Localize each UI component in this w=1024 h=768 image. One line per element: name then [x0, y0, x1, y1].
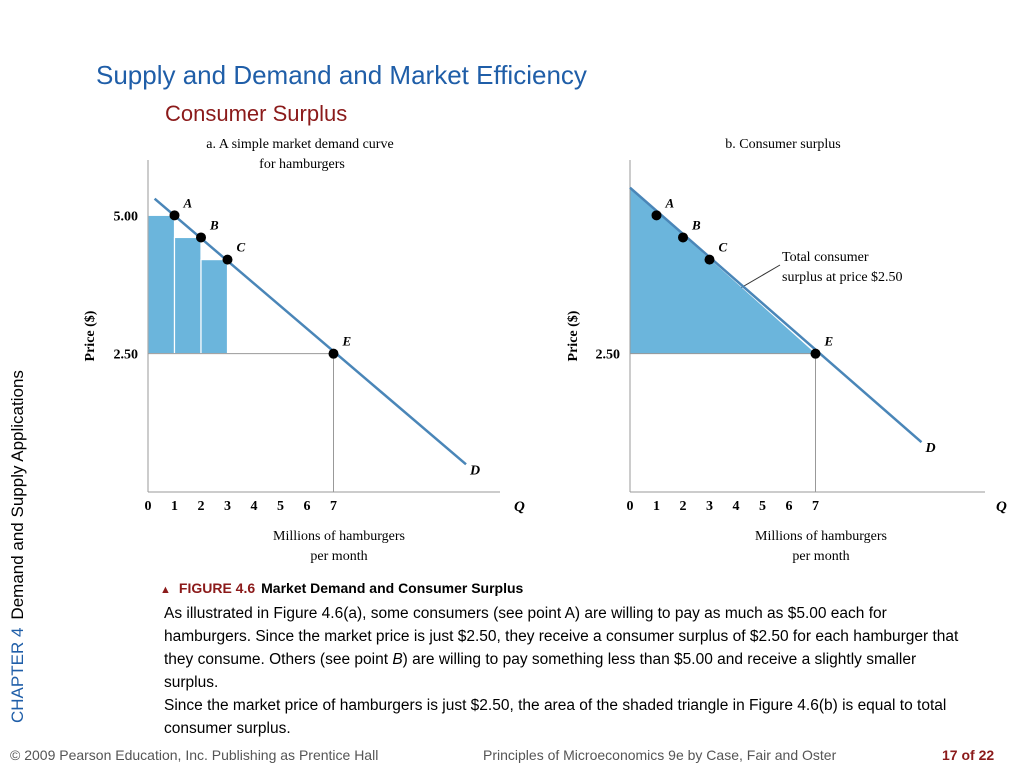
chart-a-x-tick-label: 4 — [251, 499, 258, 514]
chart-a-point-b — [196, 232, 206, 243]
chart-b-x-tick-label: 3 — [706, 499, 713, 514]
chart-b-point-label-a: A — [665, 195, 675, 210]
chart-a-x-tick-label: 3 — [224, 499, 231, 514]
chart-a-x-tick-label: 0 — [145, 499, 152, 514]
caption-p1-part-b: ) are willing to pay something less than… — [164, 651, 917, 691]
chart-b: b. Consumer surplus Millions of hamburge… — [566, 137, 1007, 564]
chart-b-ylabel: Price ($) — [566, 310, 581, 361]
chart-a-ylabel: Price ($) — [83, 310, 98, 361]
chart-a-y-tick-label: 2.50 — [114, 348, 139, 363]
chart-b-point-e — [810, 348, 821, 359]
triangle-icon: ▲ — [160, 584, 171, 596]
chart-b-annotation-line1: Total consumer — [782, 250, 869, 265]
chart-b-xlabel-line1: Millions of hamburgers — [755, 529, 887, 544]
chart-b-demand-curve — [629, 186, 923, 444]
footer: © 2009 Pearson Education, Inc. Publishin… — [0, 744, 1024, 768]
figure-number: FIGURE 4.6 — [178, 580, 256, 596]
chart-b-demand-label: D — [925, 441, 936, 456]
chart-a-plot: D A B C E 0 1 2 3 4 5 6 7 5.00 2.50 — [114, 160, 500, 514]
chart-a-xlabel-line2: per month — [310, 549, 367, 564]
chart-b-x-tick-label: 5 — [759, 499, 766, 514]
caption-heading: ▲ FIGURE 4.6 Market Demand and Consumer Su… — [160, 577, 970, 602]
chart-a-x-tick-label: 7 — [330, 499, 337, 514]
chart-a: a. A simple market demand curve for hamb… — [83, 137, 525, 564]
chart-b-point-c — [704, 254, 715, 265]
chart-b-y-tick-label: 2.50 — [596, 348, 621, 363]
chart-a-point-label-a: A — [183, 195, 193, 210]
chart-a-surplus-bar — [200, 259, 229, 355]
chart-b-x-tick-label: 6 — [786, 499, 793, 514]
chart-b-point-label-c: C — [719, 240, 728, 255]
caption-p1-part-a: As illustrated in Figure 4.6(a), some co… — [164, 605, 959, 668]
caption-paragraph-2: Since the market price of hamburgers is … — [164, 697, 947, 737]
chart-a-x-tick-label: 1 — [171, 499, 178, 514]
chart-b-point-a — [651, 210, 662, 221]
chart-a-point-e — [328, 348, 339, 359]
chart-b-xlabel-line2: per month — [792, 549, 849, 564]
figure-title: Market Demand and Consumer Surplus — [261, 580, 524, 596]
chart-b-x-tick-label: 1 — [653, 499, 660, 514]
chart-a-point-label-c: C — [237, 240, 246, 255]
chart-b-x-tick-label: 7 — [812, 499, 819, 514]
chart-b-x-tick-label: 2 — [680, 499, 687, 514]
chart-a-q-symbol: Q — [514, 499, 525, 515]
slide-subtitle: Consumer Surplus — [165, 101, 348, 126]
chart-b-q-symbol: Q — [996, 499, 1007, 515]
chart-b-point-label-b: B — [691, 217, 701, 232]
chapter-number: CHAPTER 4 — [8, 627, 27, 723]
figure-caption: ▲ FIGURE 4.6 Market Demand and Consumer Su… — [160, 577, 970, 740]
chart-a-x-tick-label: 5 — [277, 499, 284, 514]
caption-p1-emphasis: B — [392, 651, 403, 668]
chart-b-title-line1: b. Consumer surplus — [725, 137, 841, 152]
chart-b-annotation-line2: surplus at price $2.50 — [782, 270, 903, 285]
chart-a-title-line1: a. A simple market demand curve — [206, 137, 393, 152]
chart-b-point-b — [678, 232, 688, 243]
chart-a-point-label-b: B — [209, 217, 219, 232]
chart-a-x-tick-label: 2 — [198, 499, 205, 514]
chart-a-demand-curve — [153, 197, 467, 466]
footer-page-number: 17 of 22 — [942, 747, 995, 763]
chart-a-demand-label: D — [469, 463, 480, 478]
footer-copyright: © 2009 Pearson Education, Inc. Publishin… — [10, 747, 379, 763]
chart-a-x-tick-label: 6 — [304, 499, 311, 514]
slide-title: Supply and Demand and Market Efficiency — [96, 60, 587, 90]
chart-b-point-label-e: E — [824, 334, 834, 349]
chart-a-y-tick-label: 5.00 — [114, 209, 139, 224]
chart-a-xlabel-line1: Millions of hamburgers — [273, 529, 405, 544]
chart-b-plot: D A B C E 0 1 2 3 4 5 6 7 2.50 — [596, 160, 985, 514]
caption-paragraph-1: As illustrated in Figure 4.6(a), some co… — [160, 602, 970, 694]
chart-a-surplus-bar — [147, 214, 176, 355]
chart-a-title-line2: for hamburgers — [259, 157, 345, 172]
chart-a-point-a — [169, 210, 180, 221]
chart-a-point-c — [222, 254, 233, 265]
charts-canvas: a. A simple market demand curve for hamb… — [83, 137, 1007, 564]
chart-a-surplus-bar — [173, 236, 202, 355]
footer-book: Principles of Microeconomics 9e by Case,… — [483, 747, 837, 763]
chart-b-x-tick-label: 4 — [733, 499, 740, 514]
chart-b-x-tick-label: 0 — [627, 499, 634, 514]
chart-a-point-label-e: E — [342, 334, 352, 349]
